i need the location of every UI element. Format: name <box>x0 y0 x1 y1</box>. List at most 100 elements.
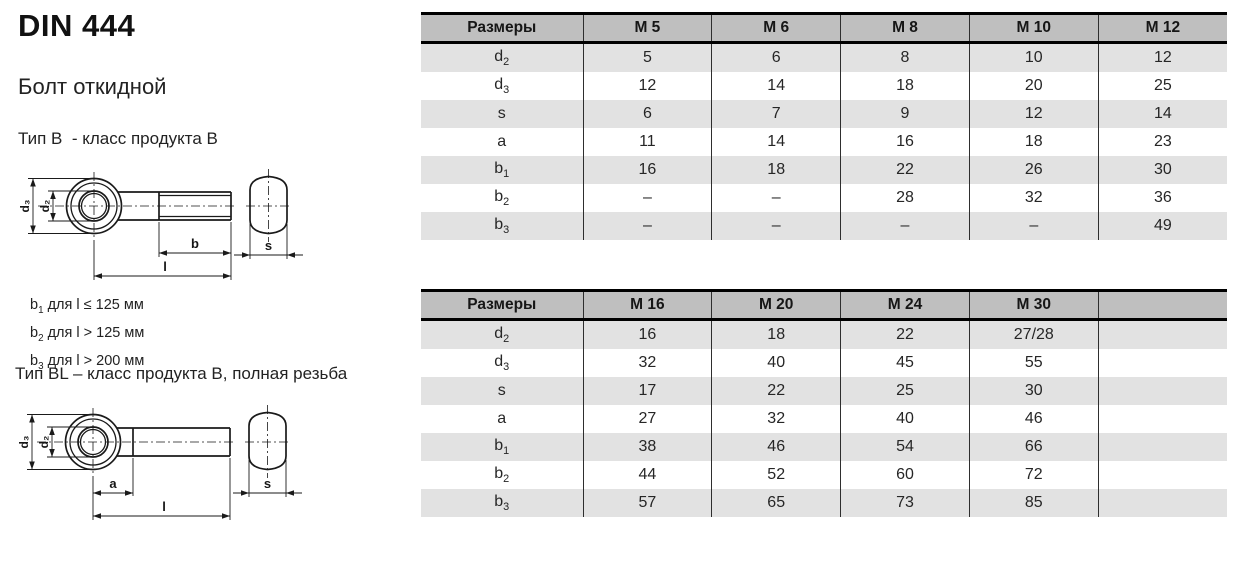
dim-label-d2: d₂ <box>38 200 52 213</box>
table-cell <box>1097 433 1227 461</box>
table-cell: 25 <box>840 377 970 405</box>
table-cell: 66 <box>968 433 1099 461</box>
table-row: d2 16 18 22 27/28 <box>421 319 1227 349</box>
table-cell: 23 <box>1097 128 1227 156</box>
table-cell: 17 <box>582 377 712 405</box>
table-cell: 14 <box>1097 100 1227 128</box>
table-row: d3 12 14 18 20 25 <box>421 72 1227 100</box>
col-header: M 16 <box>582 290 712 321</box>
table-cell: 14 <box>711 72 841 100</box>
note-b2: b2 для l > 125 мм <box>30 324 145 344</box>
table-cell: 12 <box>1097 42 1227 72</box>
table-cell: 54 <box>840 433 970 461</box>
table-row: b3 57 65 73 85 <box>421 489 1227 517</box>
table-cell: 26 <box>968 156 1099 184</box>
table-cell: 65 <box>711 489 841 517</box>
table-cell <box>1097 349 1227 377</box>
col-header-sizes: Размеры <box>421 290 583 321</box>
table-cell: 20 <box>968 72 1099 100</box>
table-cell: 57 <box>582 489 712 517</box>
row-label: b1 <box>421 156 583 184</box>
table-cell: – <box>840 212 970 240</box>
table-cell: 32 <box>968 184 1099 212</box>
table-cell: 55 <box>968 349 1099 377</box>
table-cell: 27/28 <box>968 319 1099 349</box>
table-row: b1 16 18 22 26 30 <box>421 156 1227 184</box>
dim-label-s: s <box>264 476 271 491</box>
col-header-sizes: Размеры <box>421 13 583 44</box>
table-cell <box>1097 489 1227 517</box>
dim-label-l: l <box>163 259 167 274</box>
dim-label-d3: d₃ <box>17 436 31 449</box>
table-cell: 46 <box>711 433 841 461</box>
table-cell <box>1097 405 1227 433</box>
table-cell: 27 <box>582 405 712 433</box>
table-cell: 30 <box>968 377 1099 405</box>
row-label: s <box>421 100 583 128</box>
row-label: b1 <box>421 433 583 461</box>
table-cell: – <box>711 212 841 240</box>
table-cell <box>1097 377 1227 405</box>
col-header: M 10 <box>968 13 1099 44</box>
col-header: M 5 <box>582 13 712 44</box>
table-cell: 72 <box>968 461 1099 489</box>
table-row: b1 38 46 54 66 <box>421 433 1227 461</box>
table-cell: 18 <box>840 72 970 100</box>
product-name: Болт откидной <box>18 74 167 99</box>
table-cell: 30 <box>1097 156 1227 184</box>
table-cell: 49 <box>1097 212 1227 240</box>
table-row: s 6 7 9 12 14 <box>421 100 1227 128</box>
table-row: b2 44 52 60 72 <box>421 461 1227 489</box>
type-bl-technical-drawing: d₃ d₂ a l s <box>17 405 302 520</box>
table-cell: – <box>968 212 1099 240</box>
table-cell: 12 <box>968 100 1099 128</box>
table-cell: 22 <box>840 156 970 184</box>
table-row: a 27 32 40 46 <box>421 405 1227 433</box>
table-cell: 22 <box>711 377 841 405</box>
row-label: d2 <box>421 319 583 349</box>
table-cell <box>1097 461 1227 489</box>
table-row: s 17 22 25 30 <box>421 377 1227 405</box>
table-cell: 32 <box>711 405 841 433</box>
section-label-type-bl: Тип BL – класс продукта B, полная резьба <box>15 364 348 383</box>
dim-label-a: a <box>109 476 117 491</box>
type-b-technical-drawing: d₃ d₂ b l s <box>18 169 303 280</box>
table-cell: 6 <box>711 42 841 72</box>
table-row: d3 32 40 45 55 <box>421 349 1227 377</box>
table-cell: 36 <box>1097 184 1227 212</box>
table-cell: 46 <box>968 405 1099 433</box>
table-cell: 85 <box>968 489 1099 517</box>
table-cell: 14 <box>711 128 841 156</box>
note-b3: b3 для l > 200 мм <box>30 352 145 372</box>
table-cell: 12 <box>582 72 712 100</box>
table-cell: 16 <box>582 319 712 349</box>
col-header <box>1097 290 1227 321</box>
table-cell: – <box>582 184 712 212</box>
row-label: b3 <box>421 489 583 517</box>
dim-label-d2: d₂ <box>37 436 51 449</box>
dim-label-s: s <box>265 238 272 253</box>
table-cell <box>1097 319 1227 349</box>
col-header: M 30 <box>968 290 1099 321</box>
table-cell: 40 <box>711 349 841 377</box>
table-cell: 7 <box>711 100 841 128</box>
col-header: M 24 <box>840 290 970 321</box>
table-cell: 38 <box>582 433 712 461</box>
col-header: M 8 <box>840 13 970 44</box>
table-row: d2 5 6 8 10 12 <box>421 42 1227 72</box>
table-cell: 6 <box>582 100 712 128</box>
table-cell: 52 <box>711 461 841 489</box>
row-label: a <box>421 128 583 156</box>
section-label-type-b: Тип B - класс продукта B <box>18 129 218 148</box>
row-label: d3 <box>421 72 583 100</box>
table-cell: 45 <box>840 349 970 377</box>
table-row: a 11 14 16 18 23 <box>421 128 1227 156</box>
row-label: d2 <box>421 42 583 72</box>
row-label: a <box>421 405 583 433</box>
row-label: s <box>421 377 583 405</box>
table-header-row: Размеры M 16 M 20 M 24 M 30 <box>421 290 1227 321</box>
table-cell: 18 <box>711 156 841 184</box>
